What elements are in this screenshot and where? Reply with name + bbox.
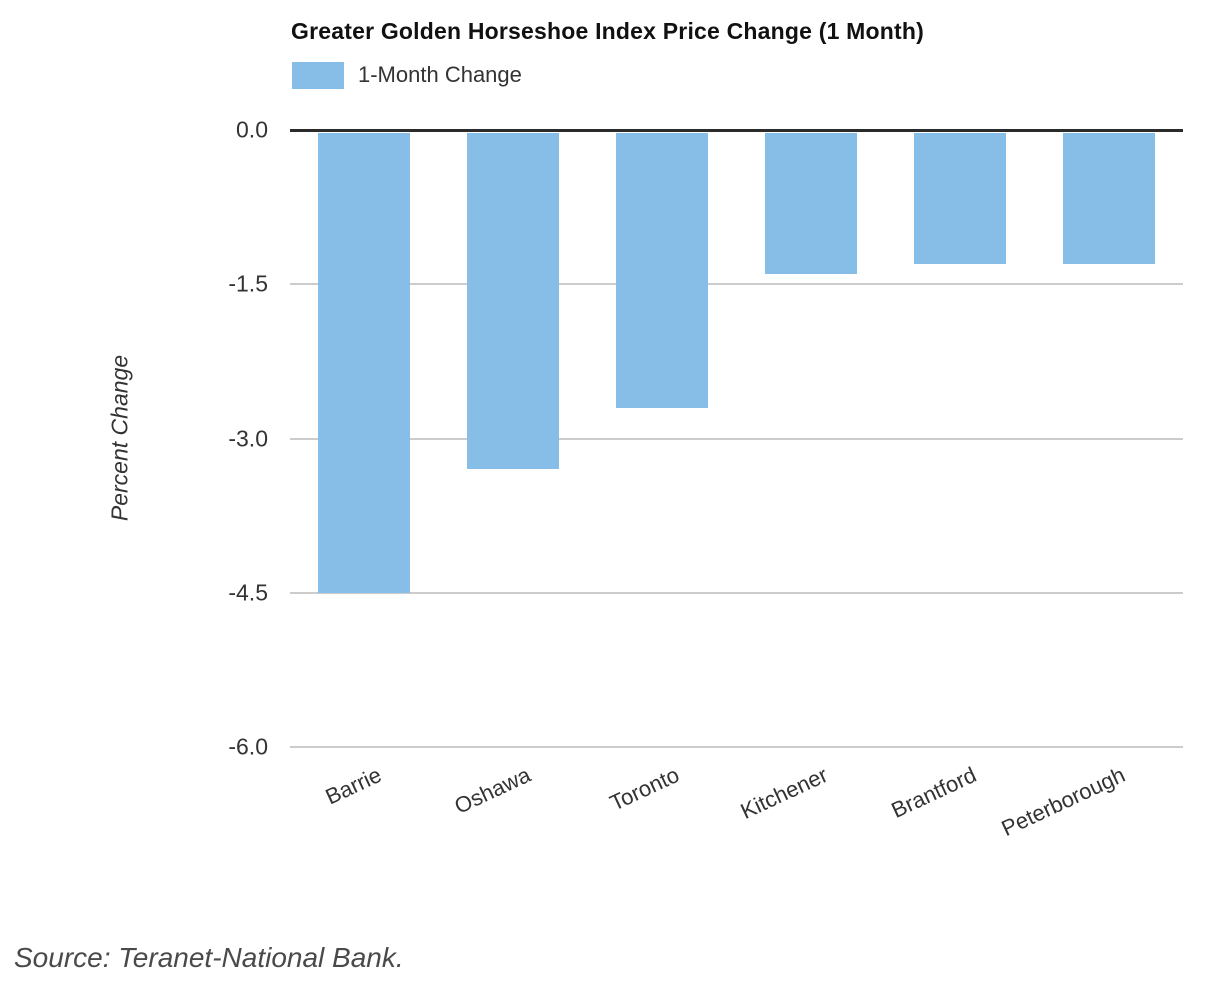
- legend-label: 1-Month Change: [358, 62, 522, 87]
- x-category-label: Toronto: [605, 762, 683, 816]
- bar-toronto: [616, 133, 709, 408]
- bar-peterborough: [1062, 133, 1155, 264]
- y-tick-label: -3.0: [228, 425, 268, 451]
- y-tick-label: 0.0: [236, 116, 268, 143]
- x-category-label: Oshawa: [450, 762, 534, 819]
- gridline: [290, 283, 1183, 286]
- plot-area: 0.0 -1.5 -3.0 -4.5 -6.0 Barrie Oshawa Toronto Ki…: [228, 117, 1183, 841]
- y-tick-label: -6.0: [228, 733, 268, 760]
- bar-brantford: [913, 133, 1006, 264]
- legend: 1-Month Change: [292, 61, 522, 89]
- bar-oshawa: [467, 133, 560, 470]
- x-category-label: Barrie: [321, 762, 385, 810]
- y-axis-title: Percent Change: [106, 354, 133, 522]
- legend-swatch-icon: [292, 61, 344, 89]
- gridline: [290, 437, 1183, 440]
- gridline: [290, 746, 1183, 748]
- y-tick-label: -1.5: [228, 270, 268, 297]
- x-axis-line: [290, 129, 1183, 132]
- y-tick-label: -4.5: [228, 579, 268, 606]
- bar-kitchener: [764, 133, 857, 274]
- x-category-label: Kitchener: [736, 762, 832, 824]
- gridline: [290, 591, 1183, 594]
- chart-title: Greater Golden Horseshoe Index Price Cha…: [291, 18, 925, 44]
- source-note: Source: Teranet-National Bank.: [14, 942, 404, 973]
- x-category-label: Brantford: [887, 762, 981, 823]
- bar-barrie: [318, 133, 411, 593]
- x-category-label: Peterborough: [997, 762, 1130, 842]
